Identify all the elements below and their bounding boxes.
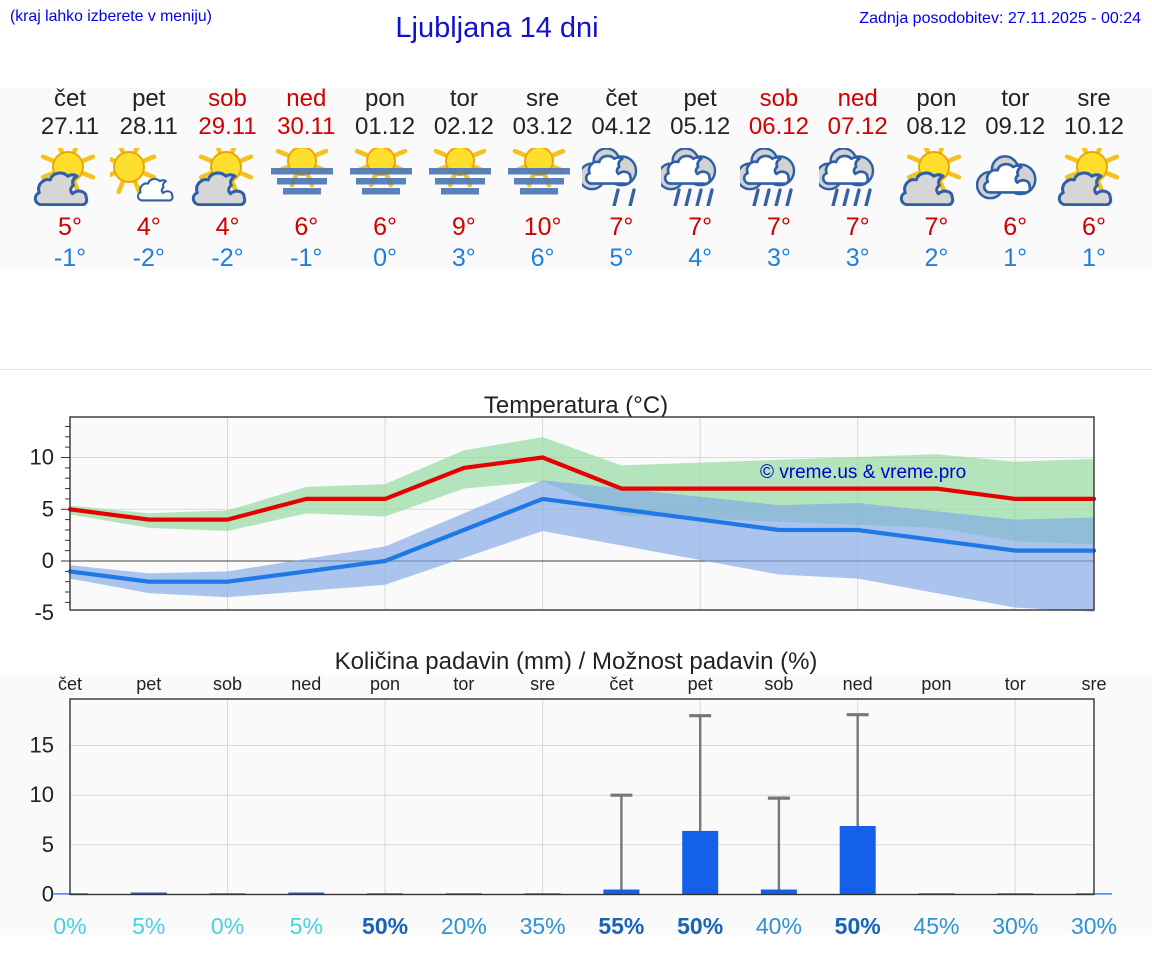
svg-text:5: 5 bbox=[42, 832, 54, 857]
svg-text:15: 15 bbox=[30, 733, 54, 758]
svg-text:10: 10 bbox=[30, 782, 54, 807]
